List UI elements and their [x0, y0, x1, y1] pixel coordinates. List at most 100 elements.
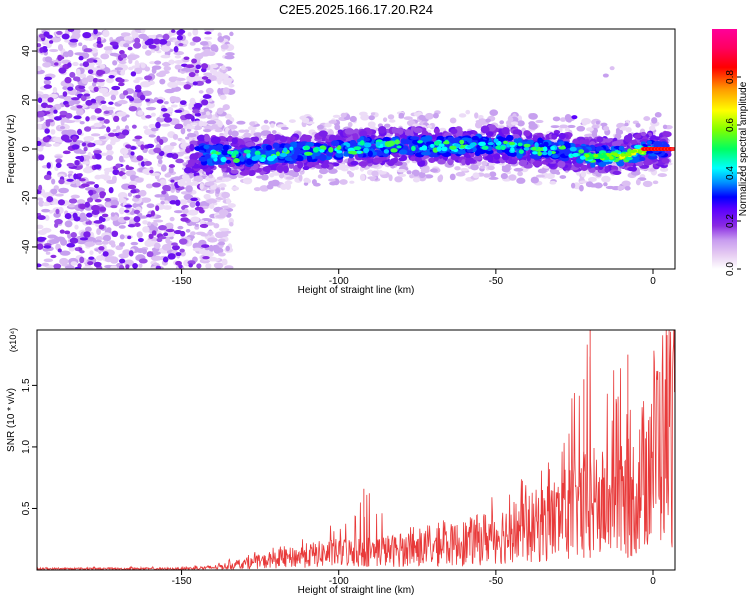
core-blob — [239, 156, 245, 162]
halo-blob — [508, 117, 514, 122]
halo-blob — [587, 176, 597, 182]
noise-blob — [171, 244, 180, 251]
band-blob — [579, 139, 588, 147]
noise-blob — [85, 99, 93, 106]
halo-blob — [537, 168, 547, 174]
noise-blob — [160, 200, 165, 205]
noise-blob — [38, 199, 45, 207]
highlight-blob — [578, 149, 585, 154]
noise-blob — [42, 46, 48, 50]
top-y-tick-label: -40 — [21, 239, 32, 254]
core-blob — [424, 135, 433, 142]
noise-blob — [155, 205, 160, 212]
halo-blob — [602, 73, 609, 78]
noise-blob — [75, 155, 83, 160]
noise-blob — [121, 116, 128, 122]
band-blob — [279, 136, 288, 143]
bottom-y-tick-label: 1.5 — [21, 378, 32, 392]
colorbar-tick-label: 0.4 — [725, 166, 736, 180]
bottom-y-axis-label: SNR (10 * v/v) — [6, 388, 17, 452]
noise-blob — [49, 48, 59, 53]
highlight-blob — [459, 139, 465, 145]
band-blob — [359, 130, 368, 138]
core-blob — [485, 149, 494, 155]
halo-blob — [458, 113, 467, 118]
noise-blob — [37, 123, 43, 130]
noise-blob — [180, 217, 189, 222]
halo-blob — [349, 180, 355, 184]
noise-blob — [151, 65, 162, 70]
noise-blob — [118, 264, 125, 269]
halo-blob — [388, 119, 396, 123]
core-blob — [306, 155, 313, 163]
highlight-blob — [537, 151, 543, 157]
noise-blob — [167, 253, 176, 260]
noise-blob — [136, 155, 144, 161]
noise-blob — [176, 35, 184, 41]
noise-blob — [140, 81, 151, 88]
noise-blob — [137, 215, 148, 219]
core-blob — [225, 159, 232, 164]
core-blob — [367, 150, 373, 157]
noise-blob — [152, 38, 161, 45]
highlight-blob — [417, 140, 423, 144]
noise-blob — [78, 55, 84, 61]
noise-blob — [58, 56, 65, 60]
noise-blob — [191, 58, 198, 64]
noise-blob — [39, 47, 44, 54]
noise-blob — [137, 190, 147, 197]
halo-blob — [530, 176, 539, 184]
halo-blob — [231, 186, 240, 191]
halo-blob — [585, 181, 594, 188]
band-blob — [183, 167, 192, 174]
halo-blob — [319, 168, 329, 175]
noise-blob — [144, 49, 152, 56]
highlight-blob — [383, 149, 390, 154]
noise-blob — [160, 123, 171, 127]
highlight-blob — [233, 157, 240, 164]
band-blob — [204, 134, 210, 142]
colorbar-label: Normalized spectral amplitude — [738, 81, 749, 216]
noise-blob — [149, 169, 154, 174]
noise-blob — [110, 205, 118, 209]
core-blob — [564, 149, 571, 157]
noise-blob — [189, 200, 196, 208]
band-blob — [230, 169, 239, 174]
band-blob — [358, 161, 368, 167]
noise-blob — [183, 84, 192, 90]
band-blob — [557, 160, 566, 168]
halo-blob — [270, 179, 280, 187]
halo-blob — [470, 164, 479, 171]
noise-blob — [195, 201, 200, 207]
core-blob — [526, 139, 535, 146]
band-blob — [378, 126, 387, 134]
noise-blob — [145, 183, 153, 189]
noise-blob — [97, 117, 105, 121]
noise-blob — [161, 243, 172, 251]
halo-blob — [301, 117, 310, 124]
halo-blob — [609, 66, 615, 71]
noise-blob — [64, 230, 71, 235]
noise-blob — [108, 74, 115, 79]
noise-blob — [192, 81, 198, 86]
noise-blob — [132, 98, 143, 104]
noise-blob — [121, 174, 127, 180]
halo-blob — [303, 177, 310, 183]
noise-blob — [218, 209, 229, 217]
halo-blob — [424, 112, 434, 120]
halo-blob — [208, 174, 214, 179]
noise-blob — [149, 172, 161, 177]
halo-blob — [516, 177, 526, 184]
noise-blob — [73, 115, 82, 120]
noise-blob — [127, 192, 132, 197]
band-blob — [661, 158, 670, 164]
noise-blob — [221, 191, 231, 199]
noise-blob — [108, 109, 114, 116]
noise-blob — [59, 229, 65, 234]
highlight-blob — [319, 149, 325, 153]
noise-blob — [194, 112, 202, 117]
noise-blob — [43, 245, 52, 249]
halo-blob — [620, 126, 628, 131]
noise-blob — [131, 124, 137, 129]
